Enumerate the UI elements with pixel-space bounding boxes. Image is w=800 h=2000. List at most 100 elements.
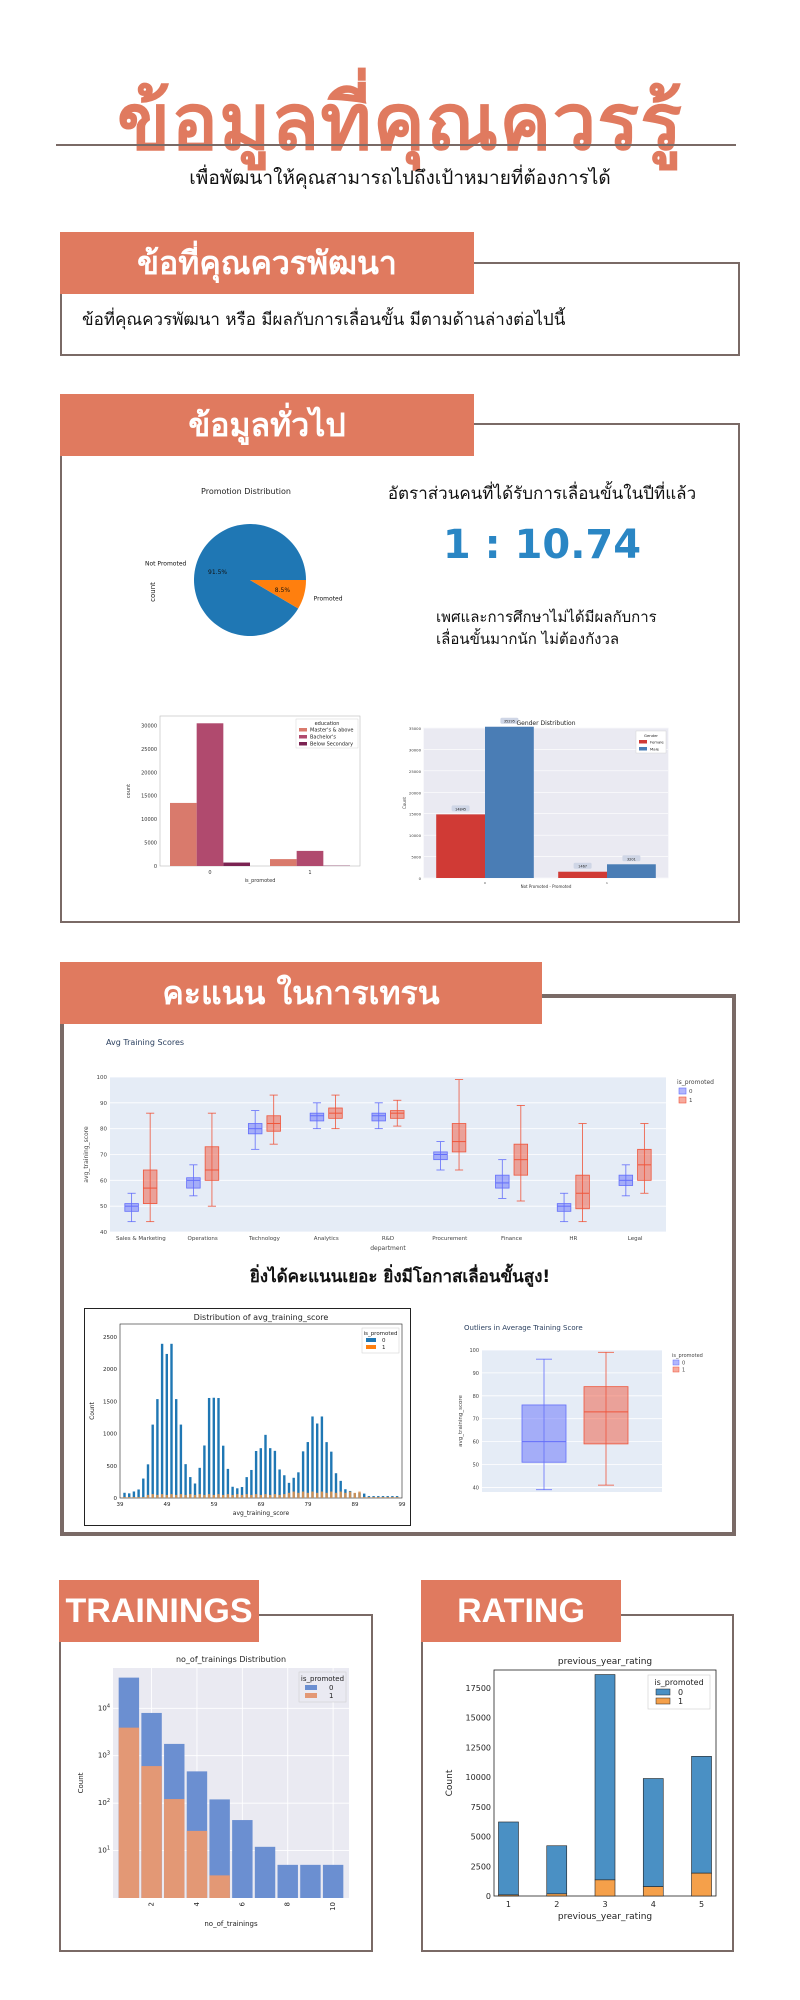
education-bar-chart: 0 5000 10000 15000 20000 25000 30000 0 1 is_promo… [126, 715, 361, 884]
hist-bar-1 [123, 1497, 126, 1498]
y-tick-label: 25000 [141, 747, 157, 753]
x-tick-label: 2 [148, 1902, 156, 1906]
hist-bar-1 [170, 1494, 173, 1498]
hist-bar-0 [264, 1434, 267, 1498]
x-tick-label: 2 [554, 1900, 559, 1909]
hist-bar-1 [348, 1491, 352, 1498]
pie-slice-promoted [250, 580, 306, 609]
hist-bar-0 [170, 1343, 173, 1498]
hist-bar-1 [381, 1497, 385, 1498]
legend-title: is_promoted [677, 1079, 714, 1086]
y-tick-label: 0 [419, 876, 422, 881]
hist-bar-1 [146, 1494, 150, 1498]
legend-swatch [639, 740, 647, 744]
bar-male [485, 726, 534, 878]
pie-slices: 91.5% Not Promoted 8.5% Promoted [145, 524, 343, 636]
legend-title: is_promoted [301, 1675, 344, 1683]
x-tick-label: 1 [606, 881, 608, 885]
x-tick-label: 79 [305, 1502, 312, 1508]
hist-bar-0 [278, 1469, 281, 1498]
y-tick-label: 80 [473, 1394, 479, 1400]
box-iqr-1 [204, 1146, 220, 1181]
hist-bar-1 [264, 1494, 267, 1498]
hist-bar-1 [189, 1494, 192, 1498]
y-tick-exponent: 1 [107, 1846, 110, 1852]
y-tick-label: 20000 [409, 790, 422, 795]
y-tick-label: 103 [98, 1751, 110, 1760]
legend-title: is_promoted [672, 1353, 703, 1359]
hist-bar-0 [132, 1491, 136, 1498]
trainings-section-banner: TRAININGS [59, 1580, 259, 1642]
hist-bar-0 [217, 1398, 220, 1498]
legend-label: Bachelor's [310, 735, 336, 741]
bar-1 [498, 1894, 519, 1897]
hist-bar-1 [222, 1494, 225, 1498]
hist-bar-0 [254, 1451, 258, 1498]
hist-bar-1 [193, 1494, 197, 1498]
hist-bar-0 [245, 1477, 248, 1498]
x-tick-label: 59 [211, 1502, 218, 1508]
y-axis-label: Count [402, 797, 407, 809]
y-axis-label: count [126, 784, 132, 798]
y-tick-label: 102 [98, 1798, 110, 1807]
hist-bar-0 [137, 1489, 140, 1498]
title-divider [56, 144, 736, 146]
y-tick-label: 2500 [471, 1862, 491, 1871]
chart-title: Distribution of avg_training_score [194, 1313, 329, 1322]
legend-title: Gender [644, 733, 658, 738]
legend-label: Below Secondary [310, 742, 353, 748]
training-section-banner: คะแนน ในการเทรน [60, 962, 542, 1024]
hist-bar-0 [236, 1488, 239, 1498]
box-iqr-1 [390, 1110, 405, 1119]
y-tick-label: 5000 [471, 1833, 491, 1842]
x-tick-label: Technology [248, 1236, 281, 1242]
x-tick-label: Sales & Marketing [116, 1236, 166, 1242]
y-tick-label: 1000 [103, 1432, 117, 1438]
x-tick-label: 6 [238, 1901, 246, 1906]
training-insight: ยิ่งได้คะแนนเยอะ ยิ่งมีโอกาสเลื่อนขั้นสู… [249, 1267, 551, 1287]
y-tick-label: 100 [469, 1348, 479, 1354]
y-tick-exponent: 3 [107, 1751, 110, 1757]
bar-data-label: 3201 [627, 857, 636, 861]
bar-0 [254, 1846, 276, 1898]
legend-label: 1 [678, 1697, 683, 1706]
y-tick-label: 25000 [409, 769, 422, 774]
legend-swatch [299, 735, 307, 739]
legend-label: Master's & above [310, 728, 353, 734]
legend-label: 0 [329, 1684, 333, 1692]
y-tick-label: 2500 [103, 1335, 117, 1341]
box-iqr-1 [451, 1123, 467, 1153]
data-label-bg [500, 717, 519, 724]
hist-bar-1 [287, 1492, 291, 1498]
y-tick-exponent: 4 [107, 1703, 110, 1709]
hist-bar-1 [273, 1494, 277, 1498]
hist-bar-0 [269, 1448, 272, 1498]
hist-bar-1 [320, 1491, 324, 1498]
hist-bar-0 [316, 1423, 319, 1498]
hist-bar-0 [207, 1397, 211, 1498]
hist-bar-1 [142, 1497, 145, 1498]
training-score-outlier-boxplot: Outliers in Average Training Score 40 50 60… [458, 1324, 703, 1492]
bar-0 [691, 1756, 712, 1874]
hist-bar-1 [344, 1492, 347, 1498]
legend-label: 1 [682, 1368, 685, 1374]
hist-bar-1 [240, 1494, 244, 1498]
previous-year-rating-chart: previous_year_rating02500500075001000012… [445, 1657, 717, 1922]
x-tick-label: 1 [506, 1900, 511, 1909]
y-tick-label: 7500 [471, 1803, 491, 1812]
y-tick-label: 15000 [409, 812, 422, 817]
bar-0 [232, 1820, 253, 1898]
y-tick-label: 1500 [103, 1399, 117, 1405]
y-tick-label: 0 [114, 1496, 118, 1502]
bar-0 [322, 1864, 344, 1898]
bar-data-label: 14845 [455, 807, 466, 811]
y-axis-label: avg_training_score [83, 1126, 90, 1183]
bar-0 [300, 1864, 321, 1898]
x-tick-label: 5 [699, 1900, 704, 1909]
hist-bar-1 [339, 1491, 342, 1498]
box-iqr-0 [521, 1404, 567, 1463]
y-tick-label: 500 [107, 1464, 118, 1470]
hist-bar-0 [203, 1445, 206, 1498]
hist-bar-0 [212, 1397, 215, 1498]
hist-bar-0 [363, 1493, 366, 1498]
